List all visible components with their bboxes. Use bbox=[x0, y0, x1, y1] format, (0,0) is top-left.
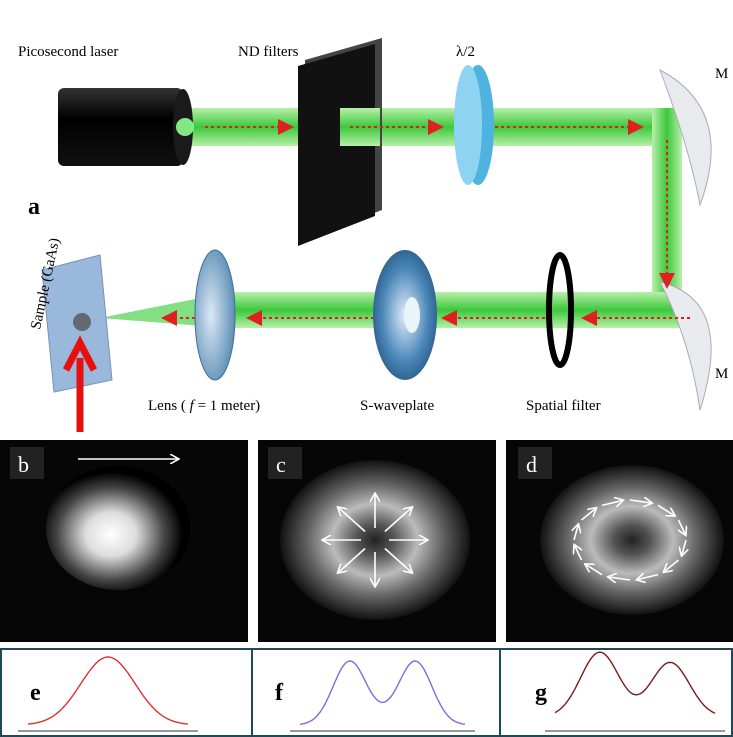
mirror-label: M bbox=[715, 66, 728, 82]
half-wave-plate bbox=[454, 65, 482, 185]
panel-label: c bbox=[276, 452, 286, 477]
gaussian-spot bbox=[46, 466, 190, 590]
panel-label: a bbox=[28, 194, 40, 220]
laser-glow bbox=[176, 118, 194, 136]
s-waveplate-label: S-waveplate bbox=[360, 398, 434, 414]
profile-frame bbox=[1, 649, 732, 736]
laser-label: Picosecond laser bbox=[18, 44, 118, 60]
radial-spot bbox=[280, 460, 470, 620]
panel-label: b bbox=[18, 452, 29, 477]
half-wave-label: λ/2 bbox=[456, 44, 475, 60]
panel-label: g bbox=[535, 680, 547, 706]
mirror-label: M bbox=[715, 366, 728, 382]
lens-text: Lens ( bbox=[148, 398, 190, 414]
lens bbox=[195, 250, 235, 380]
nd-label: ND filters bbox=[238, 44, 299, 60]
s-waveplate-core bbox=[404, 297, 420, 333]
figure: Picosecond laser ND filters λ/2 M M a Sa… bbox=[0, 0, 733, 737]
laser-body bbox=[58, 88, 183, 166]
spatial-filter-label: Spatial filter bbox=[526, 398, 601, 414]
lens-text: = 1 meter) bbox=[194, 398, 260, 414]
panel-label: d bbox=[526, 452, 537, 477]
sample-spot bbox=[73, 313, 91, 331]
beam bbox=[230, 292, 682, 328]
panel-label: f bbox=[275, 680, 284, 706]
panel-label: e bbox=[30, 680, 41, 706]
lens-label: Lens ( f = 1 meter) bbox=[148, 398, 260, 414]
azimuthal-spot bbox=[540, 465, 724, 615]
